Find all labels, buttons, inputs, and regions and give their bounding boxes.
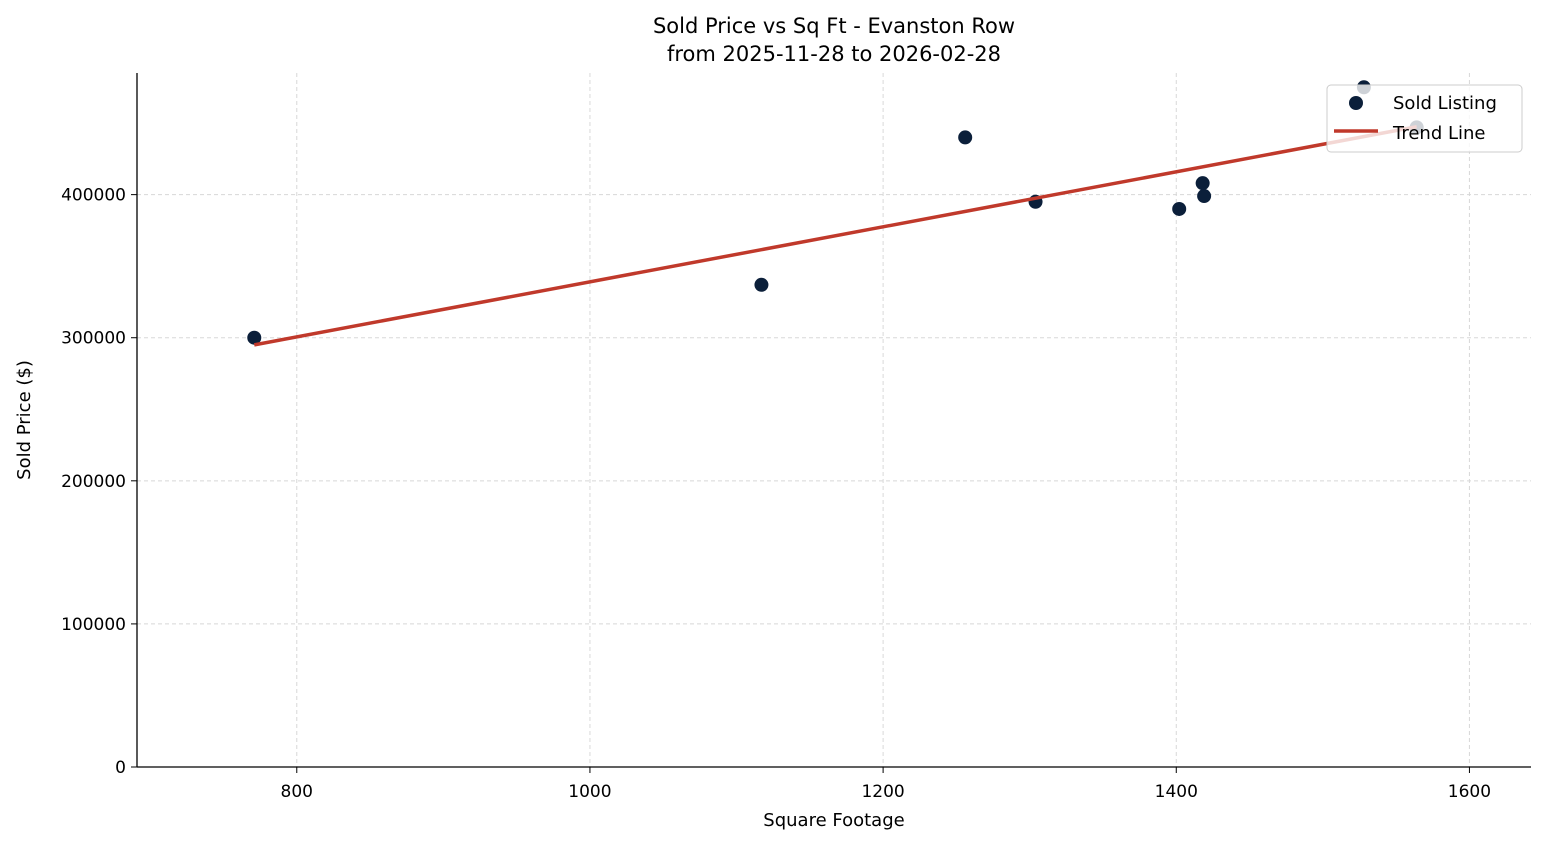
- x-tick-label: 1400: [1155, 782, 1198, 802]
- y-tick-label: 0: [115, 758, 126, 778]
- trend-line: [253, 124, 1417, 347]
- data-point: [247, 330, 262, 345]
- data-point: [1172, 201, 1187, 216]
- data-point: [754, 277, 769, 292]
- data-point: [1195, 176, 1210, 191]
- chart-subtitle: from 2025-11-28 to 2026-02-28: [667, 42, 1001, 66]
- legend-marker-sold-listing: [1349, 96, 1363, 110]
- y-tick-label: 200000: [61, 472, 126, 492]
- marks: [247, 80, 1424, 347]
- data-point: [1197, 189, 1212, 204]
- legend: Sold Listing Trend Line: [1326, 84, 1523, 153]
- grid: [137, 73, 1531, 767]
- axes: [136, 73, 1531, 768]
- y-axis-label: Sold Price ($): [14, 360, 35, 480]
- legend-label-sold-listing: Sold Listing: [1393, 93, 1497, 114]
- x-axis-label: Square Footage: [763, 810, 904, 831]
- x-tick-label: 1200: [861, 782, 904, 802]
- legend-label-trend-line: Trend Line: [1392, 123, 1486, 144]
- y-tick-label: 300000: [61, 329, 126, 349]
- legend-box: [1326, 84, 1523, 153]
- x-tick-label: 800: [281, 782, 313, 802]
- chart-title: Sold Price vs Sq Ft - Evanston Row: [653, 14, 1015, 38]
- y-tick-label: 400000: [61, 186, 126, 206]
- x-tick-label: 1600: [1448, 782, 1491, 802]
- y-tick-label: 100000: [61, 615, 126, 635]
- x-tick-label: 1000: [568, 782, 611, 802]
- data-point: [958, 130, 973, 145]
- ticks: 800 1000 1200 1400 1600 0 100000 200000 300000 40…: [61, 186, 1491, 802]
